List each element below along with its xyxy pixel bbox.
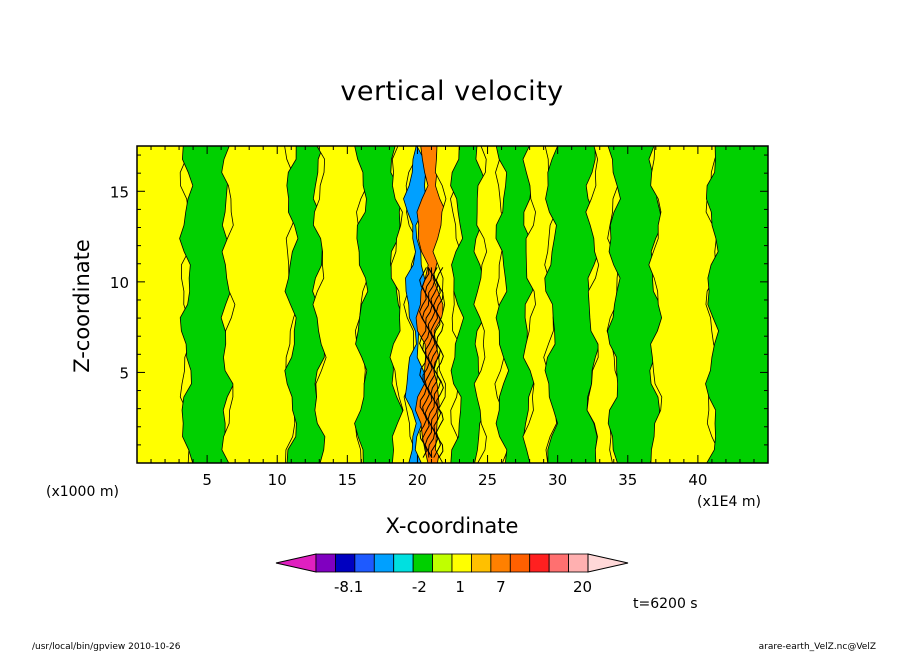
plot-frame (136, 145, 769, 464)
contour-line (419, 267, 428, 458)
x-tick-label: 40 (688, 471, 707, 489)
contour-line (435, 267, 444, 458)
colorbar-cell (335, 553, 356, 573)
colorbar-label: -8.1 (334, 578, 363, 596)
colorbar-cell (548, 553, 569, 573)
colorbar-cell (432, 553, 453, 573)
footer-path-label: /usr/local/bin/gpview 2010-10-26 (32, 642, 181, 652)
colorbar-cell (529, 553, 550, 573)
x-tick-label: 35 (618, 471, 637, 489)
contour-band (137, 146, 194, 463)
colorbar-max-arrow (587, 553, 629, 573)
contour-band (585, 146, 621, 463)
x-tick-label: 30 (548, 471, 567, 489)
y-tick-label: 10 (110, 274, 129, 292)
x-tick-label: 20 (408, 471, 427, 489)
colorbar-label: -2 (412, 578, 427, 596)
time-label: t=6200 s (633, 596, 698, 612)
contour-line (430, 267, 439, 458)
contour-band (705, 146, 768, 463)
x-axis-title: X-coordinate (385, 514, 519, 538)
colorbar-label: 20 (573, 578, 592, 596)
colorbar-min-arrow (275, 553, 317, 573)
contour-band (221, 146, 299, 463)
x-tick-label: 15 (338, 471, 357, 489)
colorbar-cell (568, 553, 589, 573)
colorbar-cell (315, 553, 336, 573)
colorbar-cell (412, 553, 433, 573)
colorbar-cell (509, 553, 531, 573)
contour-band (607, 146, 663, 463)
contour-band (544, 146, 601, 463)
x-unit-left-label: (x1000 m) (46, 484, 119, 500)
x-unit-right-label: (x1E4 m) (697, 494, 761, 510)
colorbar-label: 7 (496, 578, 506, 596)
chart-title: vertical velocity (340, 76, 564, 107)
colorbar-cell (354, 553, 375, 573)
colorbar-cell (451, 553, 472, 573)
colorbar-cell (373, 553, 395, 573)
colorbar-cell (393, 553, 414, 573)
contour-line (433, 267, 442, 458)
contour-band (403, 146, 429, 463)
x-tick-label: 10 (268, 471, 287, 489)
colorbar-label: 1 (455, 578, 465, 596)
colorbar-cell (490, 553, 511, 573)
x-tick-label: 5 (202, 471, 212, 489)
y-tick-label: 15 (110, 183, 129, 201)
footer-file-label: arare-earth_VelZ.nc@VelZ (758, 642, 876, 652)
colorbar-cell (471, 553, 492, 573)
contour-field (137, 146, 768, 463)
y-tick-label: 5 (119, 364, 129, 382)
x-tick-label: 25 (478, 471, 497, 489)
